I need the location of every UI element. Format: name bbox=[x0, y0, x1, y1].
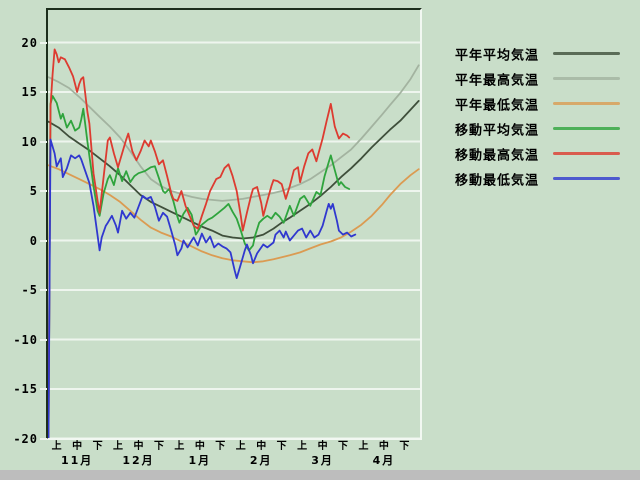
y-axis-label: -5 bbox=[21, 283, 38, 297]
line-mov-avg bbox=[48, 95, 351, 438]
y-axis-label: -10 bbox=[13, 332, 38, 347]
x-axis-tick-label: 上 bbox=[235, 441, 246, 452]
y-axis-tick bbox=[40, 437, 47, 440]
y-axis-tick bbox=[40, 338, 47, 341]
x-axis-month-label: 3月 bbox=[311, 454, 334, 467]
y-axis-tick bbox=[40, 41, 47, 44]
y-axis-label: 15 bbox=[21, 85, 38, 99]
y-axis-tick bbox=[40, 239, 47, 242]
legend-label: 平年平均気温 bbox=[455, 48, 540, 63]
x-axis-month-label: 12月 bbox=[122, 454, 155, 467]
x-axis-month-label: 4月 bbox=[372, 454, 396, 467]
legend-label: 平年最高気温 bbox=[455, 73, 540, 88]
legend-item-mov-min: 移動最低気温 bbox=[455, 166, 635, 191]
legend-item-mov-avg: 移動平均気温 bbox=[455, 116, 635, 141]
legend-item-norm-max: 平年最高気温 bbox=[455, 66, 635, 91]
y-axis-label: -20 bbox=[13, 431, 38, 446]
y-axis-tick bbox=[40, 140, 47, 143]
x-axis-tick-label: 上 bbox=[297, 441, 308, 452]
status-bar bbox=[0, 470, 640, 480]
legend-label: 移動平均気温 bbox=[455, 123, 540, 138]
x-axis-tick-label: 上 bbox=[113, 441, 124, 452]
y-axis-tick bbox=[40, 190, 47, 192]
x-axis-tick-label: 下 bbox=[215, 441, 226, 452]
x-axis-tick-label: 下 bbox=[276, 441, 287, 452]
x-axis-month-label: 11月 bbox=[60, 454, 94, 467]
x-axis-month-label: 1月 bbox=[188, 454, 212, 467]
legend-line-swatch bbox=[553, 76, 620, 80]
x-axis-tick-label: 中 bbox=[378, 441, 389, 452]
plot-area bbox=[46, 8, 422, 440]
legend-label: 移動最高気温 bbox=[455, 148, 540, 163]
x-axis-tick-label: 上 bbox=[51, 441, 62, 452]
legend-item-norm-min: 平年最低気温 bbox=[455, 91, 635, 116]
x-axis-tick-label: 中 bbox=[256, 441, 267, 452]
legend-line-swatch bbox=[553, 176, 620, 180]
y-axis-label: -15 bbox=[13, 382, 38, 396]
x-axis-tick-label: 中 bbox=[133, 441, 144, 452]
legend-label: 移動最低気温 bbox=[455, 173, 540, 188]
y-axis-tick bbox=[40, 91, 47, 93]
x-axis-tick-label: 下 bbox=[399, 441, 410, 452]
temperature-chart bbox=[48, 41, 420, 438]
legend-line-swatch bbox=[553, 51, 620, 55]
line-norm-avg bbox=[48, 100, 420, 240]
legend-item-mov-max: 移動最高気温 bbox=[455, 141, 635, 166]
x-axis-tick-label: 上 bbox=[358, 441, 369, 452]
line-mov-min bbox=[48, 138, 357, 438]
x-axis-month-label: 2月 bbox=[249, 454, 273, 467]
legend-line-swatch bbox=[553, 101, 620, 105]
legend-label: 平年最低気温 bbox=[455, 98, 540, 113]
line-mov-max bbox=[48, 48, 351, 438]
x-axis-tick-label: 下 bbox=[153, 441, 164, 452]
legend-line-swatch bbox=[553, 151, 620, 155]
legend-line-swatch bbox=[553, 126, 620, 130]
y-axis-label: 20 bbox=[21, 35, 38, 50]
x-axis-tick-label: 上 bbox=[174, 441, 185, 452]
legend-item-norm-avg: 平年平均気温 bbox=[455, 41, 635, 66]
x-axis-tick-label: 中 bbox=[317, 441, 328, 452]
x-axis-tick-label: 中 bbox=[72, 441, 83, 452]
y-axis-tick bbox=[40, 388, 47, 390]
line-norm-min bbox=[48, 164, 420, 264]
y-axis-label: 0 bbox=[29, 233, 38, 248]
legend: 平年平均気温 平年最高気温 平年最低気温 移動平均気温 移動最高気温 移動最低気… bbox=[455, 41, 635, 191]
y-axis-label: 5 bbox=[29, 184, 38, 198]
x-axis-tick-label: 下 bbox=[338, 441, 349, 452]
x-axis-tick-label: 中 bbox=[194, 441, 205, 452]
y-axis-tick bbox=[40, 289, 47, 291]
y-axis-label: 10 bbox=[21, 134, 38, 149]
x-axis-tick-label: 下 bbox=[92, 441, 103, 452]
